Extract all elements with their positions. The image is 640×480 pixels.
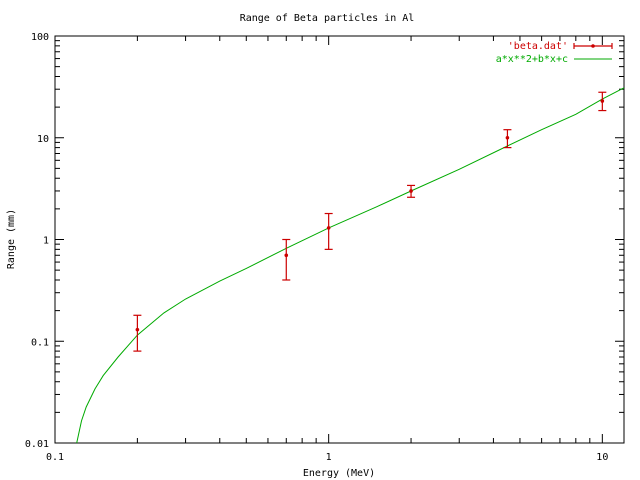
- data-point: [505, 135, 510, 140]
- legend-label-fit: a*x**2+b*x+c: [496, 54, 568, 65]
- x-axis-label: Energy (MeV): [303, 468, 375, 479]
- data-point: [326, 226, 331, 230]
- chart-title: Range of Beta particles in Al: [240, 13, 415, 24]
- data-point: [600, 99, 605, 103]
- y-tick-label: 0.01: [25, 439, 49, 450]
- data-point: [135, 327, 140, 332]
- y-tick-label: 10: [37, 134, 49, 145]
- legend: 'beta.dat' a*x**2+b*x+c: [496, 41, 613, 65]
- plot-area: [76, 87, 625, 444]
- x-tick-label: 0.1: [46, 452, 64, 463]
- legend-label-beta-dat: 'beta.dat': [508, 41, 568, 52]
- y-tick-label: 1: [43, 236, 49, 247]
- legend-swatch-point: [591, 44, 595, 48]
- data-point: [284, 253, 289, 258]
- y-axis-label: Range (mm): [6, 209, 17, 269]
- x-tick-label: 10: [596, 452, 608, 463]
- plot-frame: [54, 35, 625, 444]
- y-tick-label: 0.1: [31, 337, 49, 348]
- data-point: [409, 189, 413, 193]
- y-tick-label: 100: [31, 32, 49, 43]
- fit-curve-line: [76, 87, 625, 444]
- x-tick-label: 1: [326, 452, 332, 463]
- axis-ticks: 0.1 1 10 0.01 0.1 1 10 100: [25, 32, 624, 463]
